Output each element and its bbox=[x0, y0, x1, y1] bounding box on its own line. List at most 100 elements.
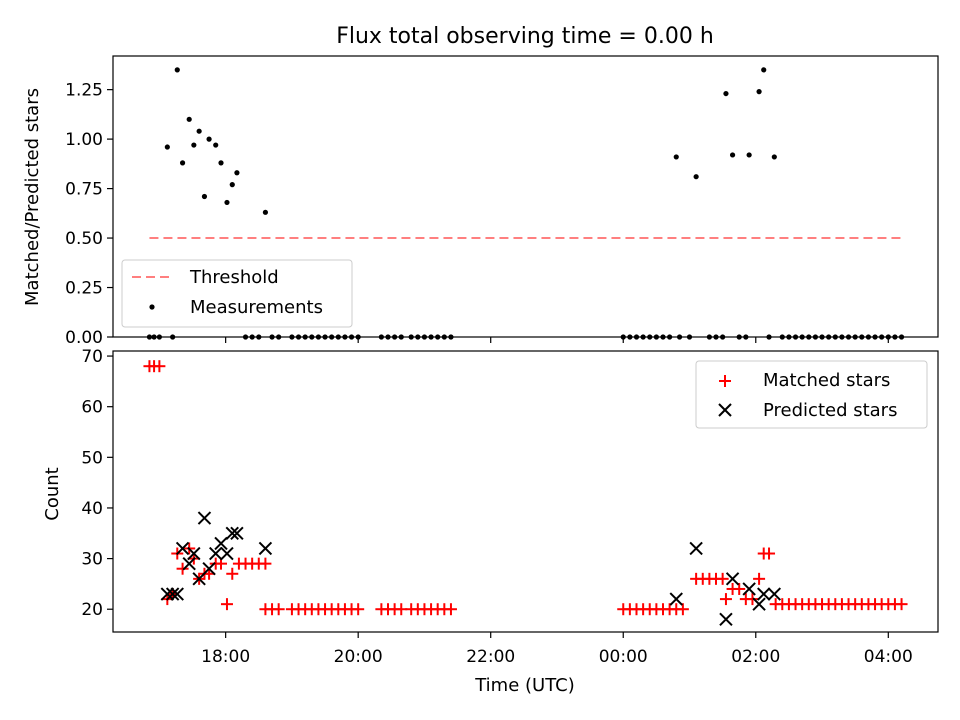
top-plot-panel: 0.00 0.25 0.50 0.75 1.00 1.25 Matched/Predict… bbox=[22, 55, 939, 348]
measurement-point bbox=[729, 152, 736, 158]
predicted-star-point bbox=[719, 612, 733, 627]
matched-star-point bbox=[272, 603, 285, 616]
legend-predicted-swatch bbox=[718, 403, 732, 417]
matched-star-point bbox=[716, 572, 729, 585]
y-tick-label: 30 bbox=[81, 550, 103, 570]
top-y-ticks: 0.00 0.25 0.50 0.75 1.00 1.25 bbox=[65, 81, 113, 348]
y-tick-label: 0.25 bbox=[65, 279, 103, 299]
predicted-star-point bbox=[197, 511, 212, 525]
x-tick-label: 20:00 bbox=[334, 647, 383, 667]
measurement-point bbox=[174, 67, 180, 73]
y-tick-label: 20 bbox=[81, 600, 103, 620]
measurement-point bbox=[746, 152, 752, 158]
legend-measurements-label: Measurements bbox=[190, 297, 323, 318]
chart-title: Flux total observing time = 0.00 h bbox=[336, 24, 714, 49]
predicted-star-point bbox=[202, 562, 216, 576]
predicted-star-point bbox=[214, 536, 228, 551]
matched-star-point bbox=[763, 547, 776, 560]
measurement-point bbox=[771, 154, 777, 160]
matched-star-point bbox=[444, 603, 457, 616]
top-legend: Threshold Measurements bbox=[121, 259, 353, 328]
y-tick-label: 40 bbox=[81, 499, 103, 519]
measurement-point bbox=[206, 136, 212, 142]
matched-star-point bbox=[176, 562, 189, 575]
measurement-point bbox=[201, 193, 208, 200]
predicted-star-point bbox=[192, 572, 206, 586]
measurement-point bbox=[218, 160, 224, 166]
bottom-axes-frame bbox=[112, 350, 939, 633]
predicted-star-point bbox=[187, 546, 201, 561]
matched-star-point bbox=[220, 598, 233, 611]
predicted-star-point bbox=[258, 541, 273, 556]
y-tick-label: 60 bbox=[81, 398, 103, 418]
x-tick-label: 18:00 bbox=[201, 647, 250, 667]
legend-matched-swatch bbox=[719, 375, 731, 387]
top-x-ticks bbox=[225, 337, 889, 343]
predicted-star-point bbox=[757, 587, 771, 601]
legend-matched-label: Matched stars bbox=[763, 370, 890, 391]
measurement-point bbox=[693, 174, 699, 180]
y-tick-label: 0.75 bbox=[65, 180, 103, 200]
predicted-star-point bbox=[160, 587, 175, 601]
top-axes-frame bbox=[112, 55, 939, 338]
top-y-axis-label: Matched/Predicted stars bbox=[22, 88, 43, 306]
matched-star-point bbox=[733, 582, 746, 595]
y-tick-label: 50 bbox=[81, 448, 103, 468]
x-tick-label: 00:00 bbox=[599, 647, 648, 667]
measurement-point bbox=[262, 209, 269, 215]
y-tick-label: 1.25 bbox=[65, 81, 103, 101]
y-tick-label: 0.00 bbox=[65, 328, 103, 348]
bottom-plot-panel: 20 30 40 50 60 70 18:00 20:00 22:00 00:00 02:00 04… bbox=[42, 347, 939, 696]
measurement-point bbox=[191, 142, 197, 148]
matched-star-point bbox=[719, 593, 732, 606]
predicted-star-point bbox=[742, 582, 756, 596]
matched-star-point bbox=[676, 603, 689, 616]
measurement-point bbox=[673, 154, 679, 160]
measurement-point bbox=[224, 199, 230, 206]
bottom-y-ticks: 20 30 40 50 60 70 bbox=[81, 347, 113, 620]
predicted-star-point bbox=[752, 597, 766, 611]
measurement-point bbox=[756, 89, 762, 95]
matched-star-point bbox=[226, 567, 239, 580]
bottom-x-ticks: 18:00 20:00 22:00 00:00 02:00 04:00 bbox=[201, 632, 913, 667]
measurement-point bbox=[196, 128, 202, 134]
legend-predicted-label: Predicted stars bbox=[763, 400, 897, 421]
matched-star-point bbox=[352, 603, 365, 616]
measurement-point bbox=[723, 90, 729, 97]
x-tick-label: 22:00 bbox=[466, 647, 515, 667]
predicted-star-point bbox=[767, 587, 782, 601]
legend-measurements-swatch bbox=[149, 304, 155, 310]
predicted-star-point bbox=[170, 587, 184, 601]
predicted-star-point bbox=[182, 556, 196, 571]
predicted-star-point bbox=[689, 541, 703, 556]
matched-star-point bbox=[746, 593, 759, 606]
measurement-point bbox=[213, 142, 219, 148]
predicted-star-point bbox=[220, 546, 234, 561]
matched-star-point bbox=[153, 360, 166, 373]
measurement-point bbox=[229, 182, 235, 188]
y-tick-label: 1.00 bbox=[65, 130, 103, 150]
predicted-star-point bbox=[175, 541, 190, 556]
bottom-legend-box bbox=[695, 360, 928, 429]
measurement-point bbox=[186, 116, 192, 122]
bottom-x-axis-label: Time (UTC) bbox=[474, 675, 575, 696]
x-tick-label: 02:00 bbox=[731, 647, 780, 667]
matched-star-point bbox=[895, 598, 908, 611]
y-tick-label: 0.50 bbox=[65, 229, 103, 249]
predicted-star-point bbox=[225, 526, 239, 540]
measurement-point bbox=[164, 144, 170, 150]
predicted-star-point bbox=[725, 572, 740, 586]
legend-threshold-label: Threshold bbox=[189, 267, 279, 288]
predicted-star-point bbox=[209, 546, 223, 561]
top-series-group bbox=[146, 67, 905, 340]
predicted-star-point bbox=[165, 587, 180, 601]
matched-star-point bbox=[259, 557, 272, 570]
measurement-point bbox=[179, 160, 186, 166]
predicted-star-point bbox=[669, 592, 683, 606]
measurement-point bbox=[234, 170, 240, 176]
bottom-y-axis-label: Count bbox=[42, 467, 63, 520]
top-legend-box bbox=[121, 259, 353, 328]
bottom-series-group bbox=[143, 360, 908, 627]
y-tick-label: 70 bbox=[81, 347, 103, 367]
